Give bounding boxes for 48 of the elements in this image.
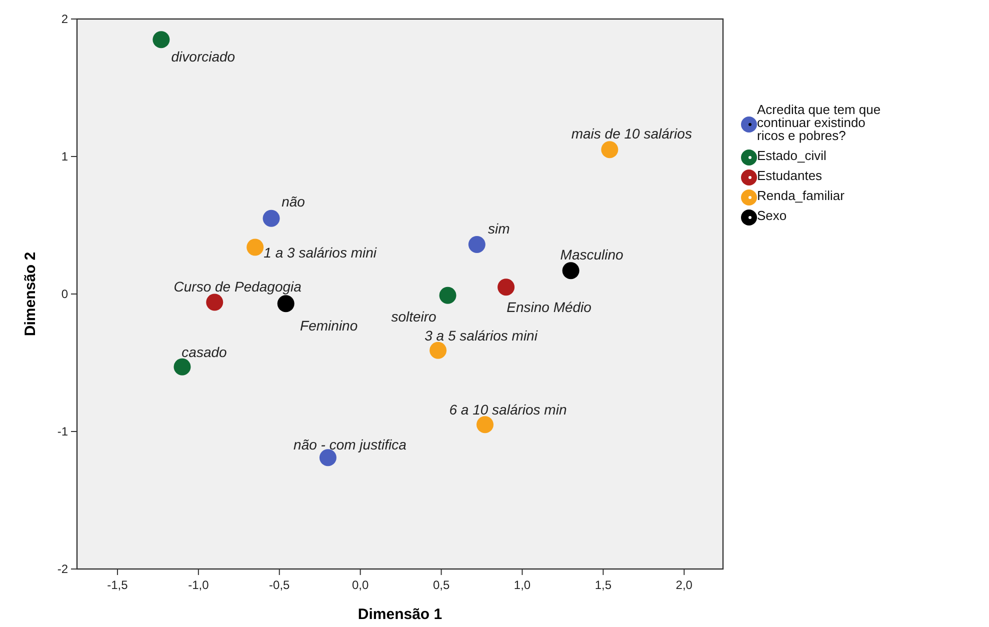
point <box>468 236 486 253</box>
annotation: não <box>282 193 306 210</box>
y-tick-label: 2 <box>61 12 68 26</box>
point <box>277 295 294 312</box>
legend-label: Acredita que tem que continuar existindo ricos e pobres? <box>757 102 881 143</box>
y-tick-label: -1 <box>57 424 68 438</box>
annotation: 6 a 10 salários min <box>449 402 567 418</box>
annotation: divorciado <box>171 48 236 65</box>
annotation: casado <box>182 344 228 360</box>
annotation: Curso de Pedagogia <box>174 278 302 294</box>
x-tick-label: 0,5 <box>432 578 450 592</box>
legend-label: Estudantes <box>757 168 823 183</box>
x-tick-label: 1,5 <box>594 578 612 592</box>
y-tick-label: -2 <box>57 562 68 576</box>
annotation: 3 a 5 salários mini <box>424 327 538 344</box>
x-axis-title: Dimensão 1 <box>358 606 442 623</box>
x-tick-label: -1,5 <box>107 578 128 592</box>
legend-label: Estado_civil <box>757 148 826 163</box>
annotation: Feminino <box>300 318 358 334</box>
y-tick-label: 0 <box>61 287 68 301</box>
point <box>262 210 280 227</box>
point <box>601 141 618 158</box>
annotation: solteiro <box>391 308 437 324</box>
point <box>246 238 264 256</box>
point <box>562 262 580 280</box>
annotation: mais de 10 salários <box>571 126 692 142</box>
point <box>206 294 224 311</box>
x-tick-label: 0,0 <box>352 578 369 592</box>
annotation: Ensino Médio <box>506 299 592 316</box>
point <box>152 31 170 48</box>
x-tick-label: 1,0 <box>514 578 531 592</box>
point <box>430 342 447 359</box>
point <box>439 286 456 304</box>
x-tick-label: 2,0 <box>676 578 693 592</box>
point <box>476 416 494 434</box>
x-tick-label: -1,0 <box>188 578 210 592</box>
y-axis-title: Dimensão 2 <box>22 252 39 336</box>
point <box>498 278 515 296</box>
legend-label: Sexo <box>757 208 787 223</box>
x-tick-label: -0,5 <box>269 578 290 592</box>
annotation: Masculino <box>560 246 624 263</box>
y-tick-label: 1 <box>61 150 68 164</box>
annotation: sim <box>488 220 510 236</box>
point <box>319 449 336 466</box>
annotation: 1 a 3 salários mini <box>264 244 378 260</box>
annotation: não - com justifica <box>294 436 407 453</box>
legend-label: Renda_familiar <box>757 188 846 203</box>
point <box>174 358 191 376</box>
